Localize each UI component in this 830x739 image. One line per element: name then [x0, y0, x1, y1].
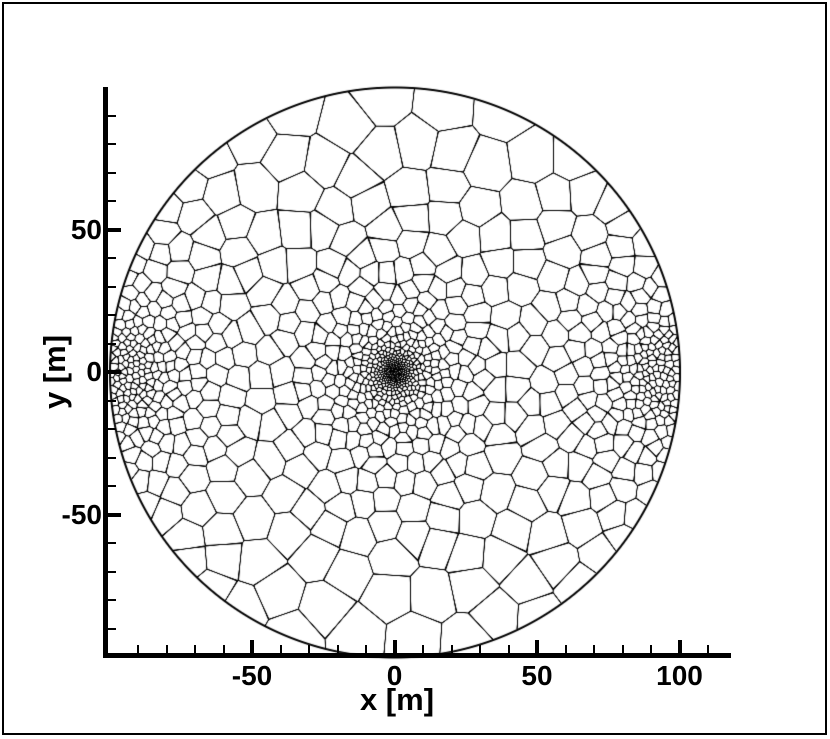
x-minor-tick — [194, 645, 196, 653]
x-minor-tick — [165, 645, 168, 653]
y-minor-tick — [108, 314, 116, 316]
x-minor-tick — [279, 645, 282, 653]
y-minor-tick — [108, 143, 116, 145]
y-minor-tick — [108, 171, 116, 174]
x-major-tick — [392, 640, 397, 653]
y-minor-tick — [108, 599, 116, 601]
x-minor-tick — [564, 645, 567, 653]
y-major-tick — [108, 227, 121, 232]
y-minor-tick — [108, 428, 116, 430]
y-major-tick — [108, 512, 121, 517]
x-minor-tick — [707, 645, 709, 653]
x-minor-tick — [222, 645, 225, 653]
y-minor-tick — [108, 200, 116, 202]
x-minor-tick — [621, 645, 624, 653]
x-major-tick — [677, 640, 682, 653]
y-minor-tick — [108, 627, 116, 630]
x-tick-label: 0 — [386, 660, 403, 691]
y-tick-label: -50 — [61, 498, 102, 530]
y-minor-tick — [108, 485, 116, 487]
x-tick-label: 50 — [521, 660, 553, 691]
x-minor-tick — [308, 645, 310, 653]
x-tick-label: -50 — [231, 660, 273, 691]
y-tick-label: 0 — [86, 356, 102, 387]
x-minor-tick — [336, 645, 339, 653]
x-minor-tick — [593, 645, 595, 653]
y-minor-tick — [108, 456, 116, 459]
y-major-tick — [108, 370, 121, 374]
x-major-tick — [535, 640, 539, 653]
y-minor-tick — [108, 257, 116, 259]
x-minor-tick — [479, 645, 481, 653]
x-major-tick — [250, 640, 254, 653]
y-minor-tick — [108, 342, 116, 345]
x-minor-tick — [137, 645, 139, 653]
y-minor-tick — [108, 570, 116, 573]
y-axis-line — [103, 87, 108, 658]
x-axis-line — [103, 653, 731, 658]
y-tick-label: 50 — [70, 213, 102, 245]
y-axis-title: y [m] — [37, 334, 72, 410]
y-minor-tick — [108, 399, 116, 402]
x-tick-label: 100 — [656, 660, 703, 691]
x-minor-tick — [422, 645, 424, 653]
y-minor-tick — [108, 542, 116, 544]
x-minor-tick — [450, 645, 453, 653]
x-minor-tick — [650, 645, 652, 653]
x-minor-tick — [507, 645, 510, 653]
x-axis-title: x [m] — [359, 682, 435, 717]
y-minor-tick — [108, 285, 116, 288]
y-minor-tick — [108, 114, 116, 117]
x-minor-tick — [365, 645, 367, 653]
